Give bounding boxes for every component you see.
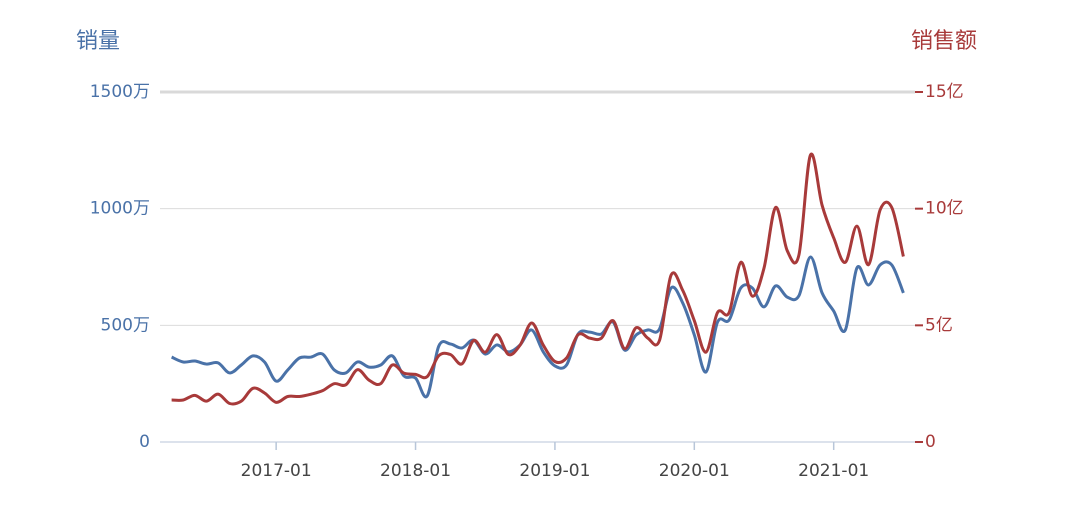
y2-axis-title: 销售额 xyxy=(911,29,977,54)
x-tick-label: 2019-01 xyxy=(519,461,590,481)
y2-tick-label: 10亿 xyxy=(925,199,964,219)
y2-tick-label: 5亿 xyxy=(925,315,953,335)
y2-tick-label: 0 xyxy=(925,432,936,452)
y-tick-label: 0 xyxy=(139,432,150,452)
y2-tick-label: 15亿 xyxy=(925,82,964,102)
y-axis-title: 销量 xyxy=(76,29,120,54)
y-tick-label: 500万 xyxy=(101,315,150,335)
x-tick-label: 2018-01 xyxy=(380,461,451,481)
x-tick-label: 2020-01 xyxy=(659,461,730,481)
y-tick-label: 1500万 xyxy=(90,82,150,102)
x-tick-label: 2021-01 xyxy=(798,461,869,481)
x-tick-label: 2017-01 xyxy=(241,461,312,481)
y-tick-label: 1000万 xyxy=(90,199,150,219)
series-line xyxy=(171,152,905,406)
series-line xyxy=(170,255,905,399)
